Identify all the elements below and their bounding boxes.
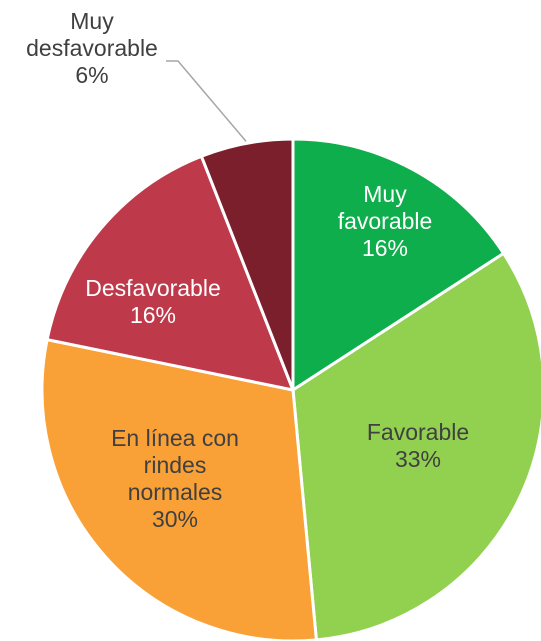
pie-slice-muy-favorable	[291, 137, 506, 392]
slice-category-label: Muy	[363, 181, 407, 207]
slice-category-label: desfavorable	[26, 35, 158, 61]
slice-category-label: En línea con	[111, 425, 239, 451]
slice-label-muy-desfavorable: Muy desfavorable 6%	[26, 8, 158, 88]
slice-percent-label: 6%	[75, 62, 108, 88]
slice-percent-label: 16%	[362, 235, 408, 261]
leader-line-muy-desfavorable	[166, 60, 247, 142]
pie-slice-favorable	[291, 251, 541, 641]
pie-slice-muy-desfavorable	[199, 137, 295, 392]
leader-lines	[166, 60, 247, 142]
slice-percent-label: 16%	[130, 302, 176, 328]
slice-percent-label: 30%	[152, 506, 198, 532]
slice-label-desfavorable: Desfavorable 16%	[85, 275, 221, 328]
slice-label-en-linea-con-rindes-normales: En línea con rindes normales 30%	[111, 425, 239, 532]
pie-slices	[40, 137, 541, 641]
slice-category-label: favorable	[338, 208, 433, 234]
slice-label-favorable: Favorable 33%	[367, 419, 469, 472]
pie-slice-en-linea-con-rindes-normales	[40, 338, 318, 641]
slice-label-muy-favorable: Muy favorable 16%	[338, 181, 433, 261]
slice-percent-label: 33%	[395, 446, 441, 472]
slice-category-label: Desfavorable	[85, 275, 221, 301]
slice-category-label: Favorable	[367, 419, 469, 445]
slice-category-label: normales	[128, 479, 223, 505]
slice-labels: Muy favorable 16%Favorable 33%En línea con r…	[26, 8, 469, 532]
slice-category-label: rindes	[144, 452, 207, 478]
slice-category-label: Muy	[70, 8, 114, 34]
pie-slice-desfavorable	[45, 154, 295, 392]
